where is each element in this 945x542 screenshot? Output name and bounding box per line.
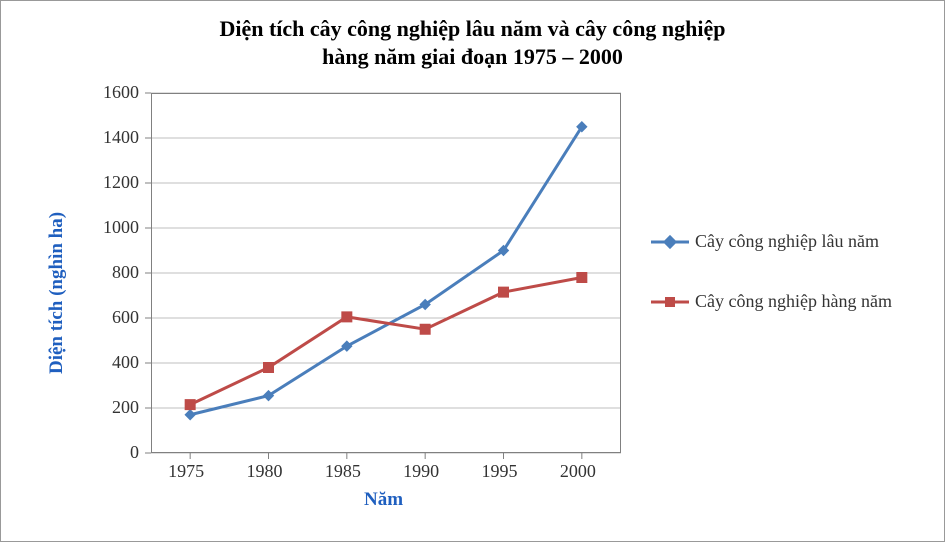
chart-title-line2: hàng năm giai đoạn 1975 – 2000 bbox=[1, 43, 944, 71]
square-marker-icon bbox=[651, 295, 689, 309]
y-tick-label: 400 bbox=[112, 352, 139, 373]
y-tick-label: 1400 bbox=[103, 127, 139, 148]
x-tick-label: 1995 bbox=[482, 461, 518, 482]
legend-item: Cây công nghiệp hàng năm bbox=[651, 291, 892, 313]
y-tick-label: 200 bbox=[112, 397, 139, 418]
chart-svg bbox=[151, 93, 621, 453]
legend-item: Cây công nghiệp lâu năm bbox=[651, 231, 892, 253]
x-tick-label: 1990 bbox=[403, 461, 439, 482]
y-tick-label: 600 bbox=[112, 307, 139, 328]
x-tick-label: 1975 bbox=[168, 461, 204, 482]
y-tick-label: 1600 bbox=[103, 82, 139, 103]
y-tick-label: 1000 bbox=[103, 217, 139, 238]
chart-title: Diện tích cây công nghiệp lâu năm và cây… bbox=[1, 1, 944, 70]
x-tick-label: 2000 bbox=[560, 461, 596, 482]
x-tick-label: 1985 bbox=[325, 461, 361, 482]
chart-container: Diện tích cây công nghiệp lâu năm và cây… bbox=[0, 0, 945, 542]
y-axis-label: Diện tích (nghìn ha) bbox=[46, 212, 68, 374]
legend-label: Cây công nghiệp lâu năm bbox=[695, 231, 879, 253]
y-tick-label: 0 bbox=[130, 442, 139, 463]
legend-label: Cây công nghiệp hàng năm bbox=[695, 291, 892, 313]
plot-area bbox=[151, 93, 621, 453]
x-tick-label: 1980 bbox=[247, 461, 283, 482]
y-tick-label: 800 bbox=[112, 262, 139, 283]
x-axis-label: Năm bbox=[364, 489, 403, 511]
chart-title-line1: Diện tích cây công nghiệp lâu năm và cây… bbox=[1, 15, 944, 43]
y-tick-label: 1200 bbox=[103, 172, 139, 193]
legend: Cây công nghiệp lâu năm Cây công nghiệp h… bbox=[651, 231, 892, 312]
diamond-marker-icon bbox=[651, 235, 689, 249]
